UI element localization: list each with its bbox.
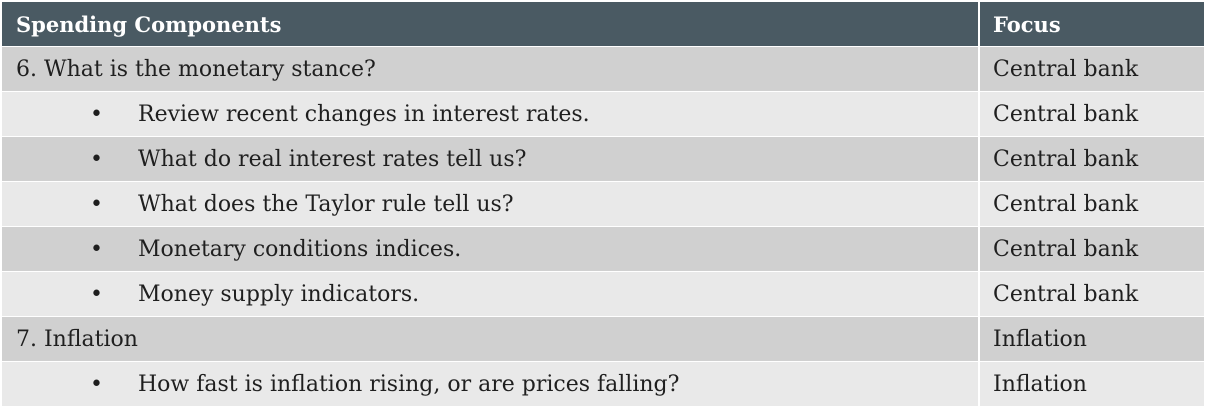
focus-cell: Central bank — [980, 92, 1204, 136]
table-row: • Monetary conditions indices. Central b… — [2, 227, 1204, 271]
bullet-text: What does the Taylor rule tell us? — [138, 191, 514, 217]
header-spending-components: Spending Components — [2, 2, 978, 46]
table-row: 6. What is the monetary stance? Central … — [2, 47, 1204, 91]
focus-cell: Central bank — [980, 272, 1204, 316]
bullet-icon: • — [90, 191, 103, 217]
bullet-item: • What does the Taylor rule tell us? — [2, 182, 978, 226]
section-title: 6. What is the monetary stance? — [2, 47, 978, 91]
bullet-item: • Monetary conditions indices. — [2, 227, 978, 271]
bullet-item: • Money supply indicators. — [2, 272, 978, 316]
table-header-row: Spending Components Focus — [2, 2, 1204, 46]
bullet-item: • How fast is inflation rising, or are p… — [2, 362, 978, 406]
bullet-icon: • — [90, 236, 103, 262]
table-row: • Review recent changes in interest rate… — [2, 92, 1204, 136]
bullet-item: • What do real interest rates tell us? — [2, 137, 978, 181]
focus-cell: Inflation — [980, 362, 1204, 406]
bullet-text: How fast is inflation rising, or are pri… — [138, 371, 680, 397]
bullet-icon: • — [90, 101, 103, 127]
focus-cell: Central bank — [980, 137, 1204, 181]
section-title: 7. Inflation — [2, 317, 978, 361]
bullet-icon: • — [90, 146, 103, 172]
focus-cell: Central bank — [980, 47, 1204, 91]
bullet-text: Monetary conditions indices. — [138, 236, 462, 262]
bullet-text: Money supply indicators. — [138, 281, 420, 307]
focus-cell: Central bank — [980, 182, 1204, 226]
table-row: • What do real interest rates tell us? C… — [2, 137, 1204, 181]
focus-cell: Central bank — [980, 227, 1204, 271]
bullet-icon: • — [90, 371, 103, 397]
bullet-text: Review recent changes in interest rates. — [138, 101, 590, 127]
table-row: • How fast is inflation rising, or are p… — [2, 362, 1204, 406]
bullet-item: • Review recent changes in interest rate… — [2, 92, 978, 136]
table-row: • Money supply indicators. Central bank — [2, 272, 1204, 316]
focus-cell: Inflation — [980, 317, 1204, 361]
table-row: • What does the Taylor rule tell us? Cen… — [2, 182, 1204, 226]
table-row: 7. Inflation Inflation — [2, 317, 1204, 361]
header-focus: Focus — [980, 2, 1204, 46]
bullet-icon: • — [90, 281, 103, 307]
bullet-text: What do real interest rates tell us? — [138, 146, 527, 172]
